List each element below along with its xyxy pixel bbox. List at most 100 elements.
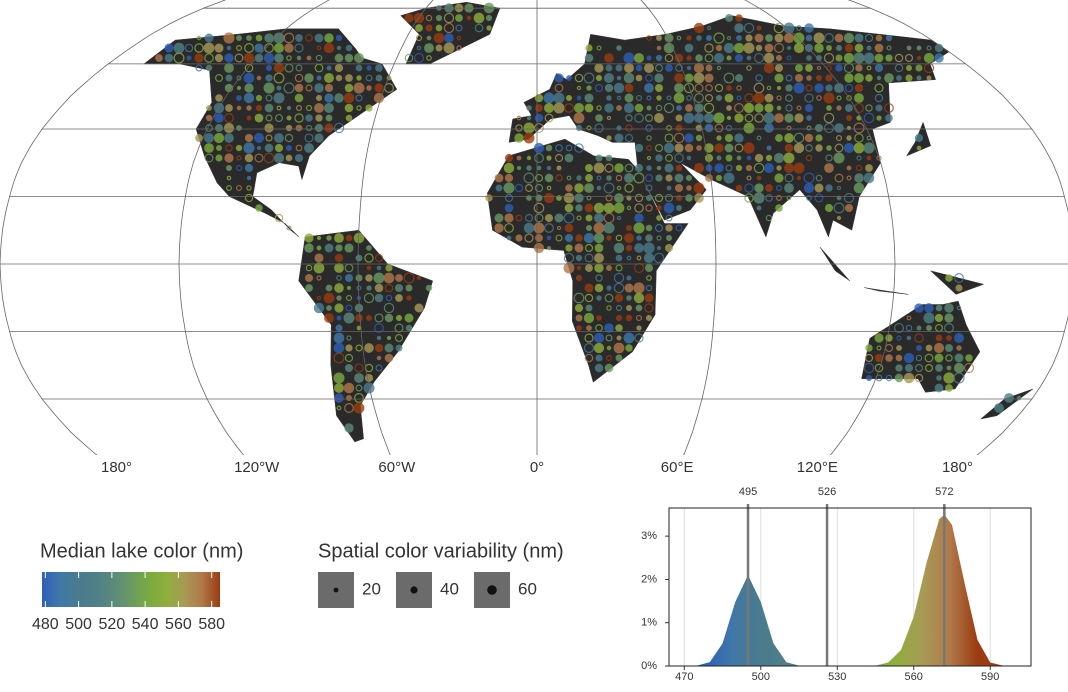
lake-dot bbox=[633, 262, 645, 274]
lake-dot bbox=[235, 164, 243, 172]
lake-dot bbox=[746, 55, 752, 61]
lake-dot bbox=[753, 162, 765, 174]
lake-dot bbox=[864, 353, 874, 363]
lake-dot bbox=[554, 153, 564, 163]
lake-dot bbox=[576, 215, 582, 221]
lake-dot bbox=[594, 243, 604, 253]
lake-dot bbox=[724, 133, 734, 143]
lake-dot bbox=[583, 312, 595, 324]
lake-dot bbox=[336, 275, 342, 281]
lake-dot bbox=[956, 305, 962, 311]
lake-dot bbox=[363, 382, 375, 394]
lake-dot bbox=[655, 54, 663, 62]
lake-dot bbox=[425, 284, 433, 292]
lake-dot bbox=[263, 52, 275, 64]
lake-dot bbox=[395, 314, 403, 322]
lake-dot bbox=[235, 184, 243, 192]
lake-dot bbox=[776, 195, 782, 201]
lake-dot bbox=[814, 183, 824, 193]
lake-dot bbox=[676, 35, 682, 41]
lake-dot bbox=[413, 12, 425, 24]
lake-dot bbox=[516, 155, 522, 161]
lake-dot bbox=[786, 125, 792, 131]
lake-dot bbox=[666, 235, 672, 241]
lake-dot bbox=[726, 115, 732, 121]
lake-dot bbox=[594, 83, 604, 93]
lake-dot bbox=[693, 92, 705, 104]
lake-dot bbox=[585, 44, 593, 52]
lake-dot bbox=[376, 335, 382, 341]
lake-dot bbox=[656, 205, 662, 211]
lake-dot bbox=[305, 104, 313, 112]
lake-dot bbox=[626, 295, 632, 301]
lake-dot bbox=[616, 45, 622, 51]
lake-dot bbox=[645, 174, 653, 182]
lake-dot bbox=[334, 63, 344, 73]
lake-dot bbox=[733, 42, 745, 54]
lake-dot bbox=[755, 44, 763, 52]
lake-dot bbox=[646, 275, 652, 281]
lake-dot bbox=[324, 93, 334, 103]
lake-dot bbox=[366, 85, 372, 91]
lake-dot bbox=[725, 164, 733, 172]
lake-dot bbox=[335, 324, 343, 332]
lake-dot bbox=[606, 95, 612, 101]
lake-dot bbox=[765, 34, 773, 42]
lake-dot bbox=[504, 203, 514, 213]
lake-dot bbox=[566, 175, 572, 181]
lake-dot bbox=[305, 34, 313, 42]
lake-dot bbox=[774, 33, 784, 43]
lake-dot bbox=[916, 325, 922, 331]
lake-dot bbox=[244, 193, 254, 203]
lake-dot bbox=[205, 64, 213, 72]
lake-dot bbox=[826, 145, 832, 151]
lake-dot bbox=[914, 363, 924, 373]
lake-dot bbox=[243, 92, 255, 104]
lake-dot bbox=[405, 324, 413, 332]
lake-dot bbox=[236, 105, 242, 111]
lake-dot bbox=[543, 92, 555, 104]
lake-dot bbox=[385, 294, 393, 302]
lake-dot bbox=[534, 153, 544, 163]
lake-dot bbox=[703, 112, 715, 124]
lake-dot bbox=[585, 224, 593, 232]
lake-dot bbox=[853, 142, 865, 154]
lake-dot bbox=[645, 284, 653, 292]
lake-dot bbox=[273, 72, 285, 84]
lake-dot bbox=[456, 35, 462, 41]
lake-dot bbox=[215, 94, 223, 102]
lake-dot bbox=[314, 133, 324, 143]
lake-dot bbox=[584, 293, 594, 303]
lake-dot bbox=[893, 322, 905, 334]
lake-dot bbox=[743, 102, 755, 114]
lake-dot bbox=[635, 94, 643, 102]
lake-dot bbox=[793, 32, 805, 44]
lake-dot bbox=[926, 325, 932, 331]
lake-dot bbox=[825, 84, 833, 92]
lake-dot bbox=[313, 302, 325, 314]
lake-dot bbox=[624, 233, 634, 243]
lake-dot bbox=[856, 155, 862, 161]
lake-dot bbox=[255, 34, 263, 42]
lake-dot bbox=[623, 52, 635, 64]
lake-dot bbox=[806, 75, 812, 81]
lake-dot bbox=[753, 192, 765, 204]
lake-dot bbox=[625, 114, 633, 122]
lake-dot bbox=[584, 353, 594, 363]
lake-dot bbox=[646, 35, 652, 41]
lake-dot bbox=[686, 65, 692, 71]
lake-dot bbox=[216, 145, 222, 151]
lake-dot bbox=[615, 304, 623, 312]
lake-dot bbox=[604, 83, 614, 93]
lake-dot bbox=[273, 62, 285, 74]
lake-dot bbox=[723, 172, 735, 184]
lake-dot bbox=[435, 44, 443, 52]
lake-dot bbox=[634, 113, 644, 123]
lake-dot bbox=[596, 185, 602, 191]
lake-dot bbox=[946, 335, 952, 341]
lake-dot bbox=[885, 374, 893, 382]
lake-dot bbox=[534, 173, 544, 183]
meridian bbox=[178, 0, 330, 455]
lake-dot bbox=[606, 235, 612, 241]
lake-dot bbox=[494, 173, 504, 183]
